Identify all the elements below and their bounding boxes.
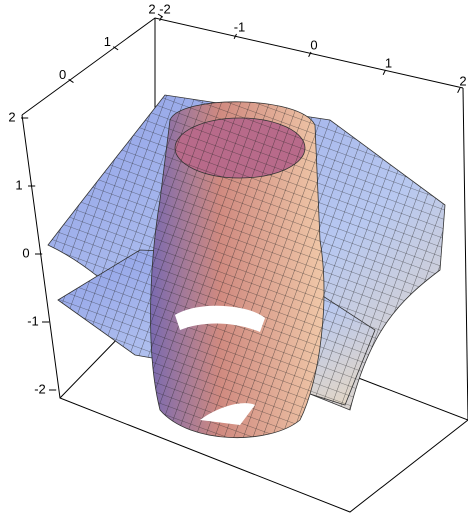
box-front xyxy=(21,87,468,513)
x-tick-label: 0 xyxy=(310,37,317,52)
z-tick-label: 0 xyxy=(22,245,29,260)
y-tick xyxy=(157,13,164,18)
y-tick-label: 0 xyxy=(59,67,66,82)
z-tick-label: 2 xyxy=(8,109,15,124)
surface xyxy=(47,94,446,439)
x-tick-label: -2 xyxy=(159,1,171,16)
y-tick-label: 2 xyxy=(148,1,155,16)
x-tick-label: 2 xyxy=(459,73,466,88)
x-tick-label: -1 xyxy=(234,19,246,34)
y-tick-label: 1 xyxy=(104,34,111,49)
axes: -2 -1 0 1 2 0 1 2 -2 -1 0 1 2 xyxy=(8,1,466,396)
z-tick-label: -1 xyxy=(27,313,39,328)
y-tick xyxy=(68,78,74,83)
x-tick xyxy=(382,69,386,76)
x-tick xyxy=(457,87,461,94)
x-tick-label: 1 xyxy=(385,55,392,70)
x-tick xyxy=(308,51,312,58)
x-tick xyxy=(233,33,237,40)
z-tick-label: -2 xyxy=(34,381,46,396)
z-tick-label: 1 xyxy=(15,177,22,192)
y-tick xyxy=(113,46,119,51)
